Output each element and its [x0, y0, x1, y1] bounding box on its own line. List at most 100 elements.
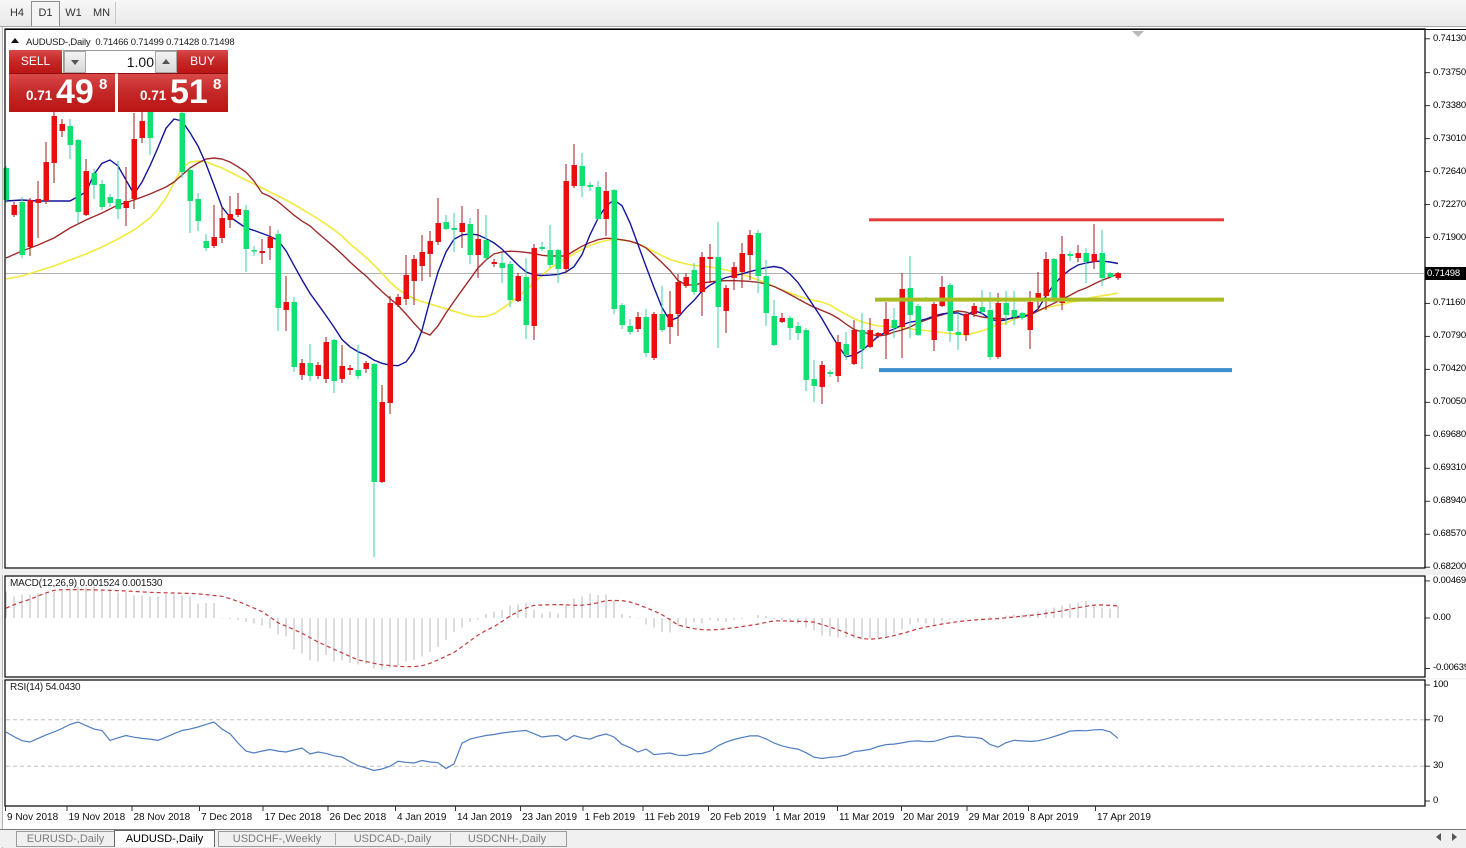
tab-scroll-right-icon[interactable]: [1452, 833, 1457, 841]
macd-panel[interactable]: [5, 586, 1119, 670]
volume-decrease-button[interactable]: [64, 51, 86, 73]
time-axis-label: 29 Mar 2019: [968, 812, 1025, 823]
macd-axis-label: 0.00: [1433, 612, 1451, 623]
time-axis-label: 4 Jan 2019: [397, 812, 447, 823]
time-axis-label: 20 Mar 2019: [903, 812, 960, 823]
rsi-axis-label: 30: [1433, 760, 1444, 772]
chart-tab-audusd[interactable]: AUDUSD-,Daily: [114, 830, 215, 847]
macd-signal-line: [5, 589, 1119, 668]
tab-separator: [450, 833, 451, 845]
sell-price-box[interactable]: 0.71 49 8: [9, 73, 115, 112]
macd-axis-label: -0.00639: [1433, 662, 1466, 674]
time-axis-label: 11 Feb 2019: [644, 812, 700, 823]
chart-tab-strip: EURUSD-,Daily AUDUSD-,Daily USDCHF-,Weekly…: [0, 829, 1466, 847]
buy-separator: [118, 73, 228, 74]
time-axis-label: 9 Nov 2018: [7, 812, 59, 823]
macd-axis-label: 0.004694: [1433, 574, 1466, 586]
rsi-axis-label: 70: [1433, 713, 1444, 725]
price-axis-label: 0.72640: [1433, 165, 1466, 177]
price-axis-label: 0.73750: [1433, 66, 1466, 78]
rsi-name: RSI(14): [10, 682, 44, 693]
price-axis-label: 0.72270: [1433, 198, 1466, 210]
price-axis-label: 0.73010: [1433, 132, 1466, 144]
price-axis-label: 0.68200: [1433, 561, 1466, 573]
chart-tab-usdchf[interactable]: USDCHF-,Weekly: [232, 833, 322, 845]
ohlc-low: 0.71428: [166, 37, 200, 48]
time-axis-label: 14 Jan 2019: [457, 812, 513, 823]
candles: [3, 90, 1121, 557]
buy-price-sup: 8: [213, 76, 222, 93]
price-axis-label: 0.69310: [1433, 462, 1466, 474]
price-axis-label: 0.68570: [1433, 528, 1466, 540]
buy-price-small: 0.71: [140, 88, 167, 103]
toolbar-separator: [115, 2, 116, 24]
rsi-indicator-label: RSI(14) 54.0430: [10, 682, 81, 693]
time-axis-label: 28 Nov 2018: [133, 812, 191, 823]
timeframe-button-mn[interactable]: MN: [92, 7, 111, 19]
time-axis-label: 11 Mar 2019: [839, 812, 895, 823]
price-axis-label: 0.68940: [1433, 495, 1466, 507]
price-axis-label: 0.70420: [1433, 363, 1466, 375]
rsi-panel[interactable]: [5, 719, 1424, 772]
chart-tab-usdcnh[interactable]: USDCNH-,Daily: [467, 833, 547, 845]
macd-value-main: 0.001524: [79, 578, 120, 589]
time-axis-label: 20 Feb 2019: [710, 812, 767, 823]
sell-price-big: 49: [56, 73, 94, 111]
timeframe-button-h4[interactable]: H4: [9, 7, 25, 19]
buy-price-big: 51: [170, 73, 208, 111]
rsi-axis-label: 100: [1433, 679, 1449, 690]
rsi-axis-label: 0: [1433, 795, 1439, 806]
volume-spinner: [63, 50, 178, 74]
time-axis-label: 17 Dec 2018: [264, 812, 322, 823]
chart-tab-eurusd[interactable]: EURUSD-,Daily: [16, 831, 115, 847]
rsi-value: 54.0430: [45, 682, 81, 693]
chart-tab-usdcad[interactable]: USDCAD-,Daily: [353, 833, 432, 845]
rsi-panel-border: [4, 679, 1426, 807]
macd-indicator-label: MACD(12,26,9) 0.001524 0.001530: [10, 578, 162, 589]
price-axis-label: 0.70050: [1433, 396, 1466, 408]
time-axis-label: 26 Dec 2018: [329, 812, 387, 823]
volume-increase-button[interactable]: [155, 51, 177, 73]
buy-button[interactable]: BUY: [177, 50, 228, 73]
sell-separator: [9, 73, 115, 74]
time-axis-label: 23 Jan 2019: [522, 812, 578, 823]
ohlc-high: 0.71499: [130, 37, 164, 48]
time-axis-label: 19 Nov 2018: [68, 812, 126, 823]
price-axis-label: 0.70790: [1433, 330, 1466, 342]
time-axis-label: 17 Apr 2019: [1097, 812, 1151, 823]
current-price-box: 0.71498: [1425, 266, 1466, 280]
sell-price-small: 0.71: [26, 88, 53, 103]
rsi-line: [5, 721, 1119, 772]
time-axis-label: 8 Apr 2019: [1030, 812, 1079, 823]
price-axis-label: 0.74130: [1433, 32, 1466, 44]
time-axis-label: 1 Feb 2019: [584, 812, 636, 823]
macd-value-signal: 0.001530: [122, 578, 163, 589]
hline-support-low[interactable]: [879, 368, 1232, 373]
chart-tab-group: USDCHF-,Weekly USDCAD-,Daily USDCNH-,Daily: [218, 831, 567, 847]
timeframe-toolbar: H4 D1 W1 MN: [0, 0, 1466, 27]
buy-price-box[interactable]: 0.71 51 8: [118, 73, 228, 112]
timeframe-button-d1[interactable]: D1: [31, 1, 60, 26]
time-axis-label: 1 Mar 2019: [775, 812, 826, 823]
main-chart-area[interactable]: [3, 90, 1425, 557]
ohlc-open: 0.71466: [95, 37, 129, 48]
macd-name: MACD(12,26,9): [10, 578, 77, 589]
volume-input[interactable]: [88, 52, 156, 72]
symbol-header-arrow-icon: [11, 38, 19, 43]
timeframe-button-w1[interactable]: W1: [65, 7, 82, 19]
ohlc-close: 0.71498: [201, 37, 235, 48]
price-axis-label: 0.71900: [1433, 231, 1466, 243]
tab-separator: [335, 833, 336, 845]
hline-support-mid[interactable]: [875, 297, 1224, 302]
sell-price-sup: 8: [99, 76, 108, 93]
price-axis-label: 0.69680: [1433, 429, 1466, 441]
chart-shift-marker-icon[interactable]: [1132, 31, 1144, 37]
price-axis-label: 0.71160: [1433, 297, 1466, 309]
hline-resistance[interactable]: [869, 218, 1224, 222]
price-axis-label: 0.73380: [1433, 99, 1466, 111]
symbol-name: AUDUSD-,Daily: [26, 37, 91, 48]
tab-scroll-left-icon[interactable]: [1436, 833, 1441, 841]
symbol-header: AUDUSD-,Daily 0.71466 0.71499 0.71428 0.…: [26, 37, 235, 48]
sell-button[interactable]: SELL: [9, 50, 62, 73]
